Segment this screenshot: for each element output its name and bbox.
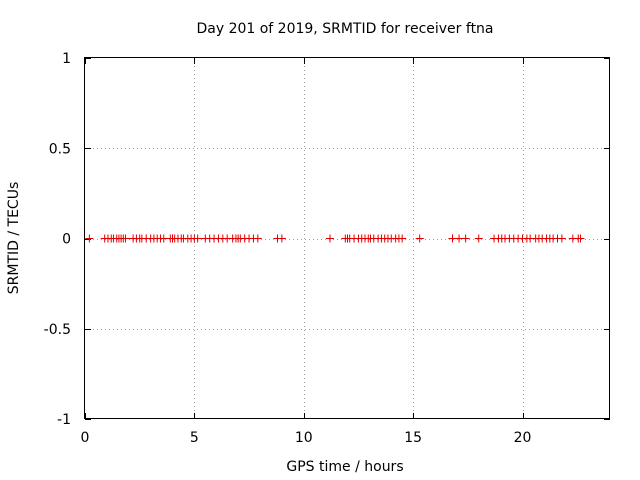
y-tick-label: -0.5 <box>44 322 71 338</box>
x-tick-label: 5 <box>190 430 199 446</box>
data-point <box>576 234 585 243</box>
data-point <box>121 234 130 243</box>
data-point <box>253 234 262 243</box>
y-tick-label: -1 <box>57 412 71 428</box>
data-point <box>193 234 202 243</box>
x-tick-label: 15 <box>404 430 422 446</box>
plot-frame <box>84 57 610 419</box>
x-axis-label: GPS time / hours <box>286 459 403 475</box>
data-point <box>85 234 94 243</box>
data-point <box>398 234 407 243</box>
data-point <box>557 234 566 243</box>
y-tick-label: 0.5 <box>49 141 71 157</box>
data-point <box>277 234 286 243</box>
y-tick-label: 0 <box>62 232 71 248</box>
chart-title: Day 201 of 2019, SRMTID for receiver ftn… <box>196 21 493 37</box>
data-point <box>474 234 483 243</box>
y-axis-label: SRMTID / TECUs <box>6 182 22 295</box>
data-point <box>461 234 470 243</box>
data-point <box>326 234 334 243</box>
y-tick-label: 1 <box>62 51 71 67</box>
data-point <box>415 234 424 243</box>
x-tick-label: 0 <box>81 430 90 446</box>
data-points <box>85 234 585 243</box>
x-tick-label: 20 <box>514 430 532 446</box>
x-tick-label: 10 <box>295 430 313 446</box>
tick-labels: 0 5 10 15 20 -1 -0.5 0 0.5 1 <box>44 51 532 446</box>
